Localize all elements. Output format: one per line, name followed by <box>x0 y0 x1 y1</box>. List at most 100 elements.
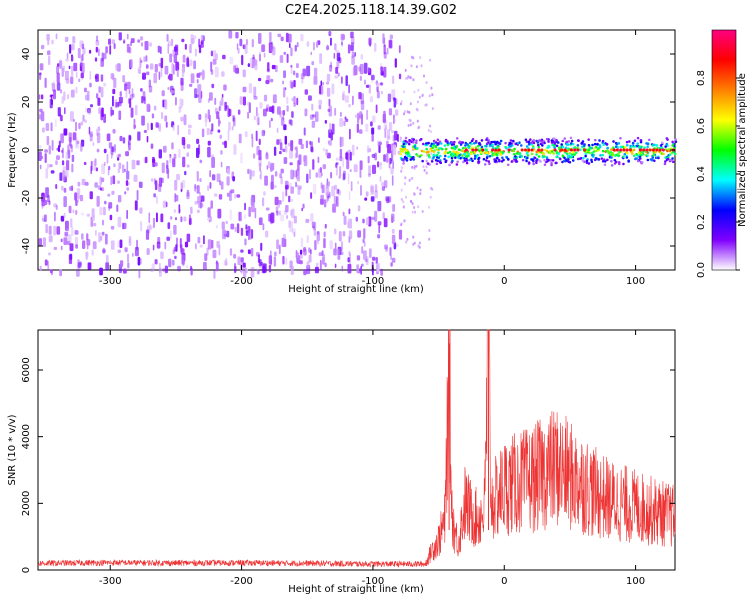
spectrogram-cell <box>122 222 127 230</box>
spectrogram-cell <box>368 165 371 176</box>
spectrogram-cell <box>145 229 150 240</box>
spectrogram-cell <box>160 57 164 69</box>
spectrogram-cell <box>348 218 352 229</box>
spectrogram-cell <box>290 186 294 194</box>
spectrogram-cell <box>430 142 433 146</box>
spectrogram-cell <box>209 182 212 189</box>
spectrogram-cell <box>291 111 294 118</box>
spectrogram-cell <box>471 148 475 152</box>
spectrogram-cell <box>332 203 336 213</box>
spectrogram-cell <box>248 83 252 94</box>
spectrogram-cell <box>253 95 258 100</box>
spectrogram-cell <box>491 154 494 157</box>
spectrogram-cell <box>172 158 176 168</box>
spectrogram-cell <box>351 36 355 44</box>
spectrogram-cell <box>220 97 224 106</box>
spectrogram-cell <box>293 102 296 107</box>
spectrogram-cell <box>122 164 125 174</box>
spectrogram-cell <box>509 139 513 142</box>
spectrogram-cell <box>92 214 95 221</box>
spectrogram-cell <box>180 189 183 193</box>
spectrogram-cell <box>553 148 557 152</box>
spectrogram-cell <box>256 252 260 257</box>
spectrogram-cell <box>512 149 515 153</box>
spectrogram-cell <box>477 160 481 163</box>
spectrogram-cell <box>532 141 536 145</box>
spectrogram-cell <box>425 165 428 169</box>
spectrogram-cell <box>402 200 405 204</box>
spectrogram-cell <box>158 123 162 132</box>
spectrogram-cell <box>543 159 546 162</box>
spectrogram-cell <box>144 156 148 164</box>
spectrogram-cell <box>139 207 143 214</box>
spectrogram-cell <box>107 193 111 197</box>
spectrogram-cell <box>333 52 336 59</box>
spectrogram-cell <box>50 122 53 132</box>
spectrogram-cell <box>267 62 270 72</box>
spectrogram-cell <box>642 148 646 152</box>
spectrogram-cell <box>186 57 189 67</box>
spectrogram-cell <box>202 70 206 79</box>
spectrogram-cell <box>154 162 158 167</box>
spectrogram-cell <box>130 38 135 43</box>
spectrogram-cell <box>334 228 337 235</box>
spectrogram-cell <box>334 263 337 269</box>
spectrogram-cell <box>39 63 44 71</box>
spectrogram-cell <box>492 140 496 144</box>
spectrogram-cell <box>93 160 97 171</box>
spectrogram-cell <box>341 241 343 252</box>
spectrogram-cell <box>487 160 490 163</box>
spectrogram-cell <box>313 42 315 51</box>
spectrogram-cell <box>262 223 265 231</box>
spectrogram-cell <box>194 88 198 99</box>
spectrogram-cell <box>140 88 143 92</box>
spectrogram-cell <box>38 238 42 246</box>
spectrogram-cell <box>540 139 543 143</box>
spectrogram-cell <box>674 140 678 144</box>
spectrogram-cell <box>57 63 60 67</box>
spectrogram-cell <box>662 152 665 156</box>
spectrogram-cell <box>393 114 395 124</box>
spectrogram-cell <box>283 124 287 131</box>
spectrogram-cell <box>336 248 340 256</box>
spectrogram-cell <box>388 122 393 131</box>
spectrogram-cell <box>423 74 425 78</box>
spectrogram-cell <box>254 59 258 71</box>
spectrogram-cell <box>270 117 273 122</box>
spectrogram-cell <box>309 140 312 145</box>
spectrogram-cell <box>412 242 415 246</box>
spectrogram-cell <box>117 195 122 203</box>
spectrogram-cell <box>389 34 393 40</box>
spectrogram-cell <box>229 56 234 65</box>
spectrogram-cell <box>497 158 501 162</box>
spectrogram-cell <box>182 258 185 267</box>
spectrogram-cell <box>408 111 411 114</box>
spectrogram-cell <box>622 148 626 152</box>
spectrogram-cell <box>436 138 440 141</box>
spectrogram-cell <box>288 119 292 125</box>
spectrogram-cell <box>316 41 319 48</box>
spectrogram-cell <box>330 37 332 46</box>
spectrogram-cell <box>345 152 349 160</box>
spectrogram-cell <box>381 186 385 191</box>
spectrogram-cell <box>383 37 386 48</box>
spectrogram-cell <box>72 36 76 44</box>
spectrogram-cell <box>545 137 549 141</box>
spectrogram-cell <box>331 123 335 135</box>
spectrogram-cell <box>207 109 210 120</box>
spectrogram-cell <box>610 160 613 163</box>
spectrogram-cell <box>440 142 443 145</box>
spectrogram-cell <box>617 152 620 155</box>
spectrogram-cell <box>563 137 566 140</box>
spectrogram-cell <box>266 165 269 170</box>
spectrogram-cell <box>146 71 150 76</box>
spectrogram-cell <box>160 66 163 78</box>
spectrogram-cell <box>309 169 311 180</box>
spectrogram-cell <box>353 164 358 173</box>
spectrogram-cell <box>333 248 337 256</box>
spectrogram-cell <box>653 143 656 147</box>
spectrogram-cell <box>76 269 80 277</box>
spectrogram-cell <box>385 245 388 252</box>
spectrogram-cell <box>168 258 172 268</box>
spectrogram-cell <box>80 142 83 152</box>
